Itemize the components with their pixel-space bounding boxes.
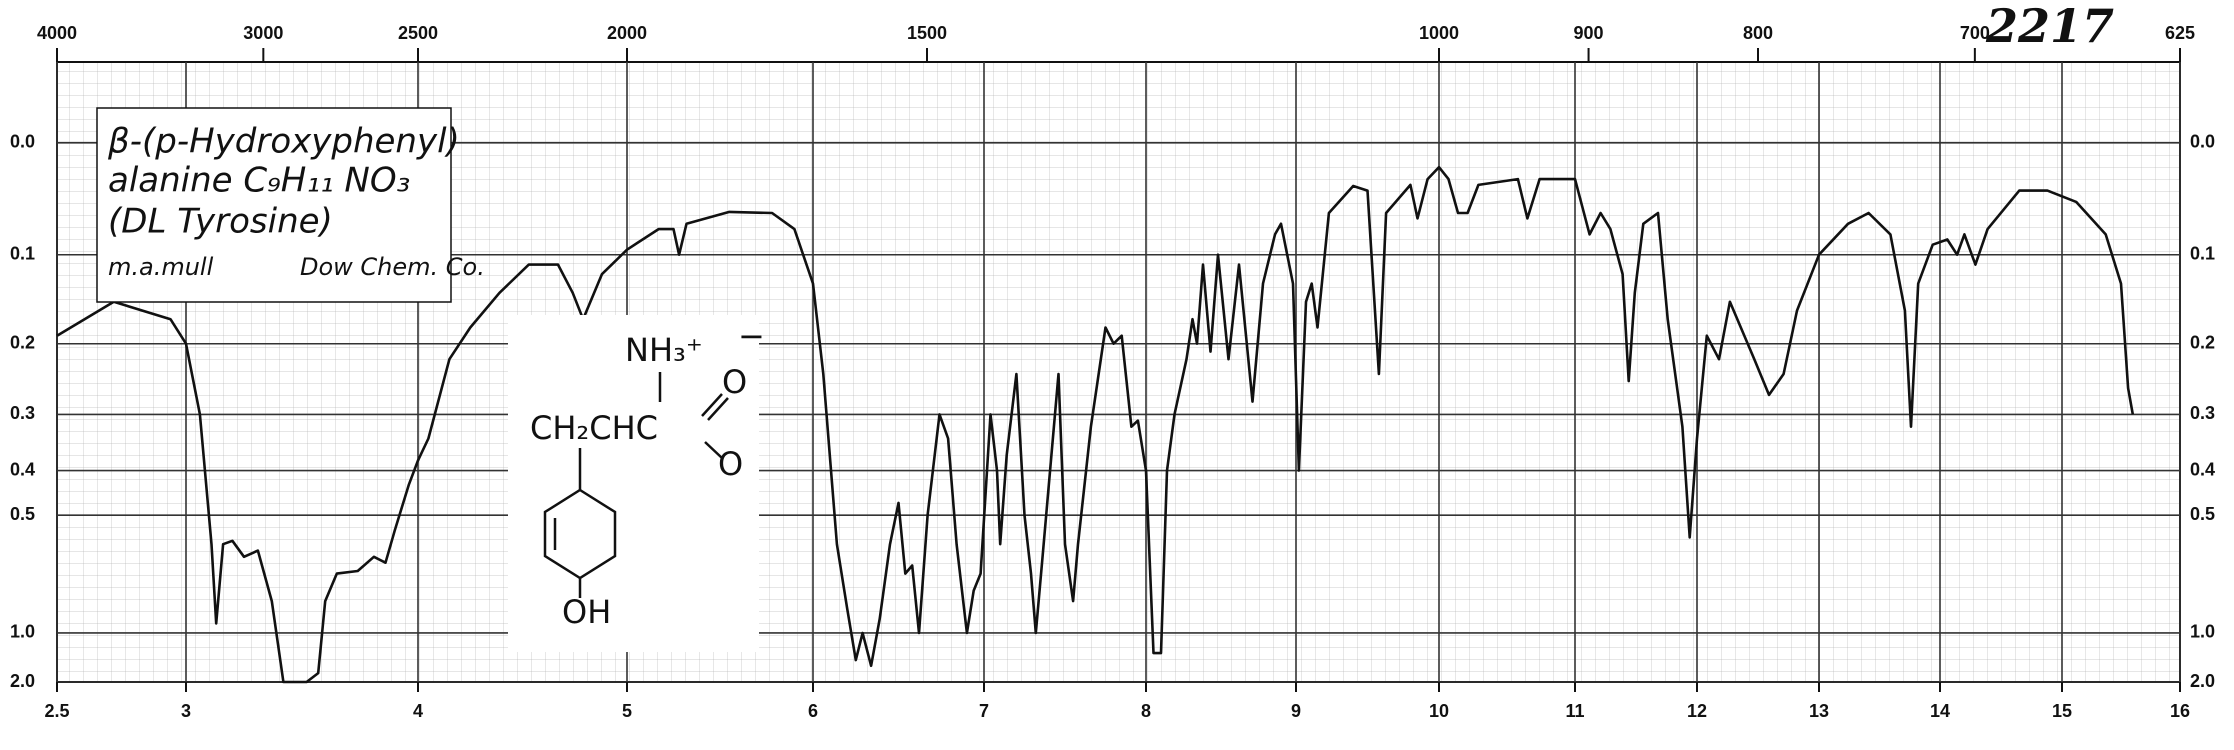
x-tick-label: 11 [1565, 701, 1584, 721]
y-tick-label: 0.0 [10, 131, 35, 151]
sample-prep: m.a.mull [108, 253, 214, 281]
x-tick-label: 10 [1429, 701, 1449, 721]
x-tick-label: 8 [1141, 701, 1151, 721]
structure-label: NH₃⁺ [625, 331, 703, 369]
structure-label: OH [562, 593, 611, 631]
bond [707, 397, 729, 421]
structure-label: O [722, 363, 747, 401]
x-tick-label: 15 [2052, 701, 2072, 721]
x2-tick-label: 4000 [37, 23, 77, 43]
x-tick-label: 14 [1930, 701, 1950, 721]
x-tick-label: 13 [1809, 701, 1829, 721]
x-tick-label: 16 [2170, 701, 2190, 721]
y-tick-label: 0.3 [10, 403, 35, 423]
x2-tick-label: 3000 [243, 23, 283, 43]
x-tick-label: 7 [979, 701, 989, 721]
compound-common-name: (DL Tyrosine) [108, 202, 333, 242]
x2-tick-label: 2000 [607, 23, 647, 43]
trace [56, 165, 2135, 684]
x2-tick-label: 900 [1574, 23, 1604, 43]
x-tick-label: 6 [808, 701, 818, 721]
structure-label: CH₂CHC [530, 409, 658, 447]
compound-name: β-(p-Hydroxyphenyl) [107, 122, 460, 162]
source: Dow Chem. Co. [300, 253, 485, 281]
x2-tick-label: 2500 [398, 23, 438, 43]
y-tick-label-right: 0.5 [2190, 504, 2215, 524]
x2-tick-label: 800 [1743, 23, 1773, 43]
compound-formula: alanine C₉H₁₁ NO₃ [108, 161, 410, 201]
x-tick-label: 4 [413, 701, 423, 721]
y-tick-label: 0.4 [10, 459, 35, 479]
y-tick-label-right: 1.0 [2190, 622, 2215, 642]
y-tick-label: 0.5 [10, 504, 35, 524]
structure-card [508, 315, 759, 652]
structure [543, 372, 729, 598]
spectrum-line [56, 165, 2135, 684]
y-tick-label: 0.2 [10, 332, 35, 352]
label-card [96, 107, 452, 303]
catalog-number: 2217 [1985, 0, 2114, 53]
y-tick-label-right: 0.0 [2190, 131, 2215, 151]
x-tick-label: 9 [1291, 701, 1301, 721]
y-tick-label: 2.0 [10, 671, 35, 691]
y-tick-label: 0.1 [10, 243, 35, 263]
bond [704, 441, 723, 459]
x-tick-label: 5 [622, 701, 632, 721]
x2-tick-label: 1500 [907, 23, 947, 43]
x2-tick-label: 700 [1960, 23, 1990, 43]
x2-tick-label: 1000 [1419, 23, 1459, 43]
y-tick-label: 1.0 [10, 622, 35, 642]
y-tick-label-right: 2.0 [2190, 671, 2215, 691]
x-tick-label: 3 [181, 701, 191, 721]
x2-tick-label: 625 [2165, 23, 2195, 43]
y-tick-label-right: 0.1 [2190, 243, 2215, 263]
y-tick-label-right: 0.2 [2190, 332, 2215, 352]
bond [701, 393, 723, 417]
y-tick-label-right: 0.4 [2190, 459, 2215, 479]
x-tick-label: 12 [1687, 701, 1707, 721]
x-tick-label: 2.5 [44, 701, 69, 721]
structure-label: − [738, 317, 765, 355]
y-tick-label-right: 0.3 [2190, 403, 2215, 423]
structure-label: O [718, 445, 743, 483]
